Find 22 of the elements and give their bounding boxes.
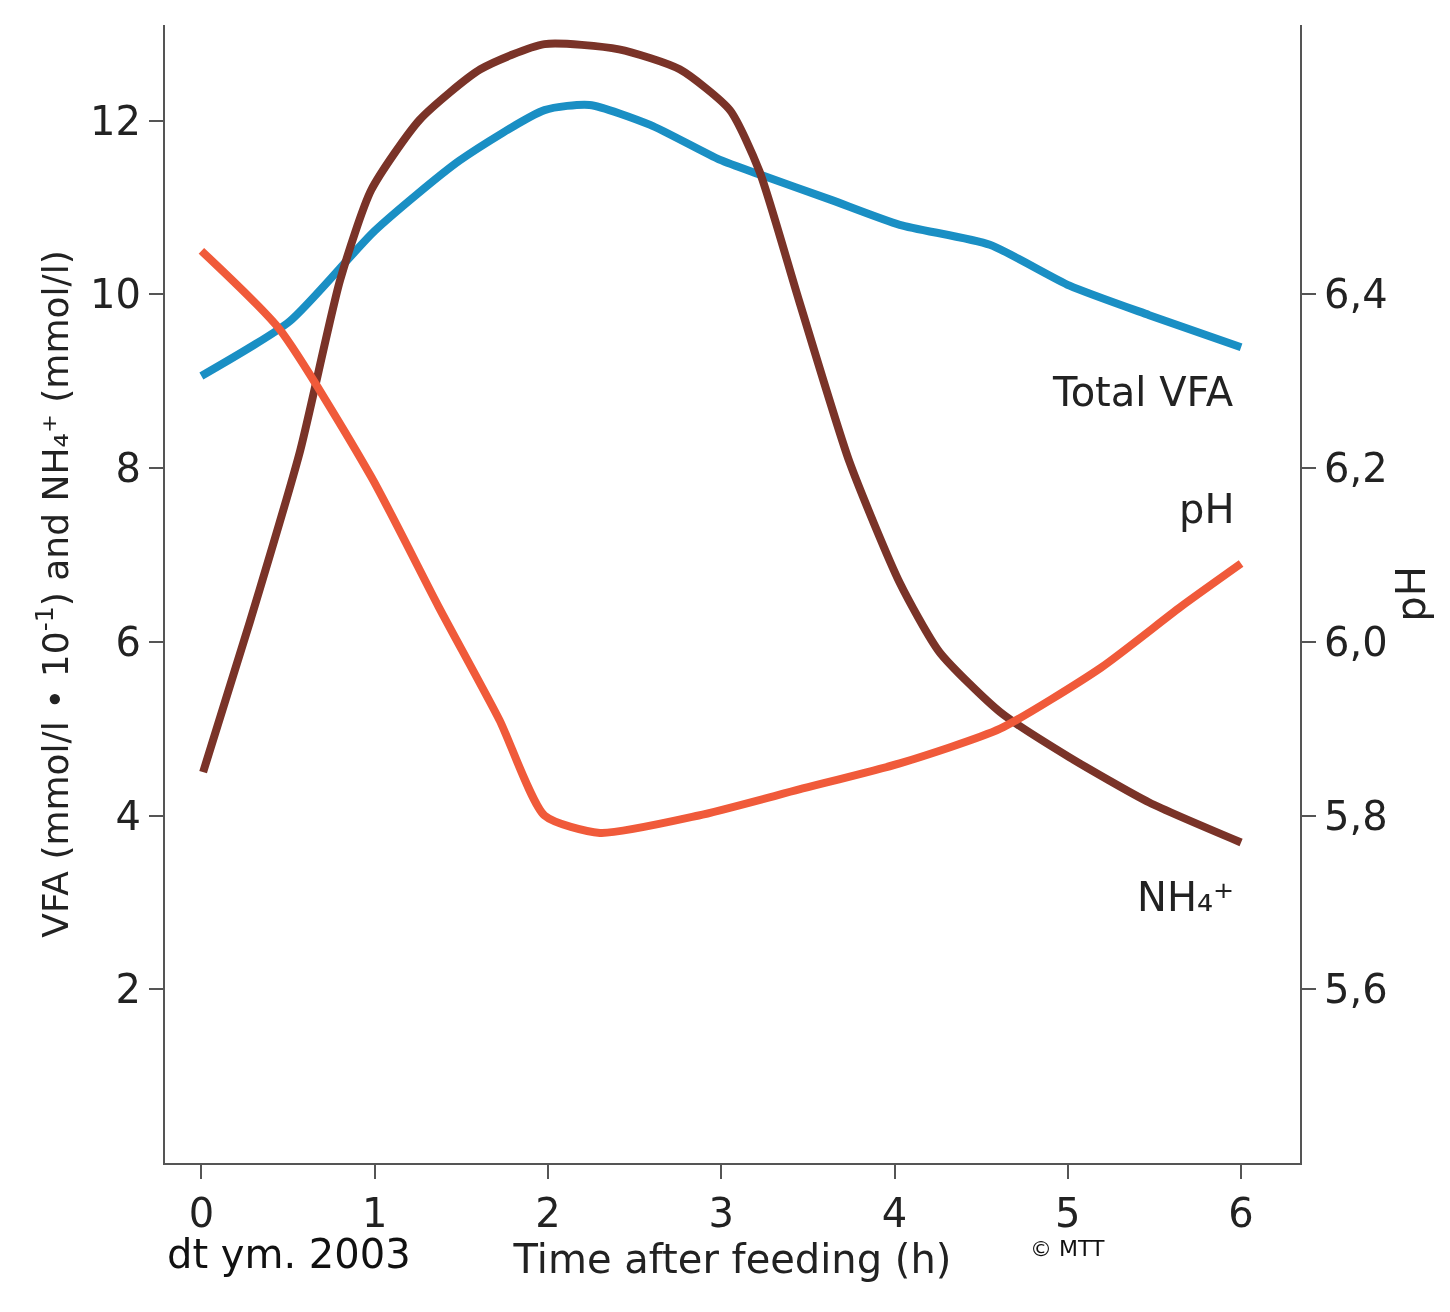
y2-tick-label: 5,8 — [1324, 792, 1388, 839]
y2-axis-title: pH — [1387, 566, 1434, 622]
x-tick-label: 2 — [535, 1190, 561, 1236]
y-tick-label: 8 — [115, 445, 141, 492]
y-tick-label: 2 — [115, 966, 141, 1013]
y-tick-label: 12 — [90, 97, 141, 144]
x-tick-label: 4 — [881, 1190, 908, 1236]
y2-tick-label: 6,2 — [1324, 445, 1388, 492]
series-label: pH — [1179, 486, 1235, 532]
y2-tick-label: 6,0 — [1324, 618, 1388, 665]
x-tick-label: 3 — [708, 1190, 734, 1236]
series-label: NH₄⁺ — [1137, 874, 1235, 920]
y2-tick-label: 6,4 — [1324, 271, 1388, 318]
x-axis-title: Time after feeding (h) — [512, 1236, 952, 1282]
x-tick-label: 5 — [1055, 1190, 1081, 1236]
y-tick-label: 6 — [115, 618, 141, 665]
y2-tick-label: 5,6 — [1324, 966, 1388, 1013]
text: © MTT — [1030, 1236, 1106, 1261]
series-label: Total VFA — [1052, 369, 1234, 415]
y-tick-label: 10 — [90, 271, 141, 318]
x-tick-label: 6 — [1228, 1190, 1254, 1236]
y-tick-label: 4 — [115, 792, 141, 839]
